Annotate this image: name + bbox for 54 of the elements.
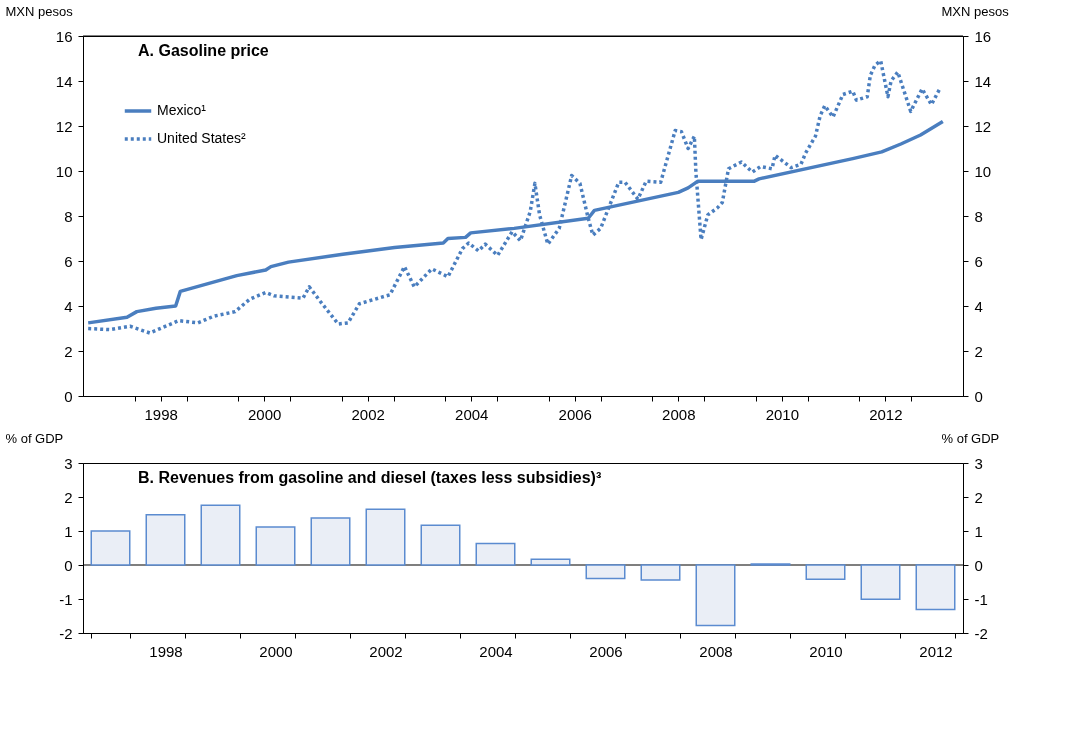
y-tick-label: 12 xyxy=(55,117,73,135)
y2-tick-label: -2 xyxy=(974,624,988,642)
y-tick-label: 3 xyxy=(64,454,73,472)
y2-tick-label: 6 xyxy=(974,252,983,270)
x-tick-label: 2006 xyxy=(558,405,592,423)
x-tick-label: 2004 xyxy=(455,405,489,423)
y2-tick-label: 0 xyxy=(974,556,983,574)
y-tick-label: 0 xyxy=(64,387,73,405)
y-tick-label: 8 xyxy=(64,207,73,225)
y-tick-label: 16 xyxy=(55,27,73,45)
x-tick-label: 2000 xyxy=(259,642,293,660)
y-tick-label: 10 xyxy=(55,162,73,180)
x-tick-label: 2010 xyxy=(809,642,843,660)
x-tick-label: 2006 xyxy=(589,642,623,660)
y2-tick-label: 0 xyxy=(974,387,983,405)
y-tick-label: 2 xyxy=(64,488,73,506)
x-tick-label: 2008 xyxy=(662,405,696,423)
x-tick-label: 2002 xyxy=(369,642,403,660)
chart-title: A. Gasoline price xyxy=(138,42,269,59)
y-tick-label: -2 xyxy=(59,624,73,642)
y-tick-label: 2 xyxy=(64,342,73,360)
y2-tick-label: 2 xyxy=(974,488,983,506)
x-tick-label: 2012 xyxy=(869,405,903,423)
x-tick-label: 2002 xyxy=(351,405,385,423)
y2-tick-label: 2 xyxy=(974,342,983,360)
y2-tick-label: 10 xyxy=(974,162,992,180)
y-tick-label: 6 xyxy=(64,252,73,270)
y-tick-label: 1 xyxy=(64,522,73,540)
y2-tick-label: 8 xyxy=(974,207,983,225)
y2-tick-label: -1 xyxy=(974,590,988,608)
y-tick-label: 14 xyxy=(55,72,73,90)
y2-axis-title: % of GDP xyxy=(941,430,1000,446)
legend-label: United States² xyxy=(157,130,247,146)
y-tick-label: -1 xyxy=(59,590,73,608)
y-axis-title: % of GDP xyxy=(5,430,64,446)
x-tick-label: 2000 xyxy=(247,405,282,423)
y2-tick-label: 12 xyxy=(974,117,992,135)
y-axis-title: MXN pesos xyxy=(5,3,74,19)
y2-tick-label: 4 xyxy=(974,297,983,315)
chart-title: B. Revenues from gasoline and diesel (taxes less subsidies)³ xyxy=(138,469,602,486)
y-tick-label: 0 xyxy=(64,556,73,574)
y2-axis-title: MXN pesos xyxy=(941,3,1010,19)
x-tick-label: 2004 xyxy=(479,642,513,660)
y2-tick-label: 3 xyxy=(974,454,983,472)
x-tick-label: 2012 xyxy=(919,642,953,660)
x-tick-label: 1998 xyxy=(149,642,183,660)
x-tick-label: 1998 xyxy=(144,405,178,423)
x-tick-label: 2010 xyxy=(765,405,800,423)
y2-tick-label: 14 xyxy=(974,72,992,90)
x-tick-label: 2008 xyxy=(699,642,733,660)
y2-tick-label: 16 xyxy=(974,27,992,45)
y2-tick-label: 1 xyxy=(974,522,983,540)
y-tick-label: 4 xyxy=(64,297,73,315)
legend-label: Mexico¹ xyxy=(157,102,207,118)
